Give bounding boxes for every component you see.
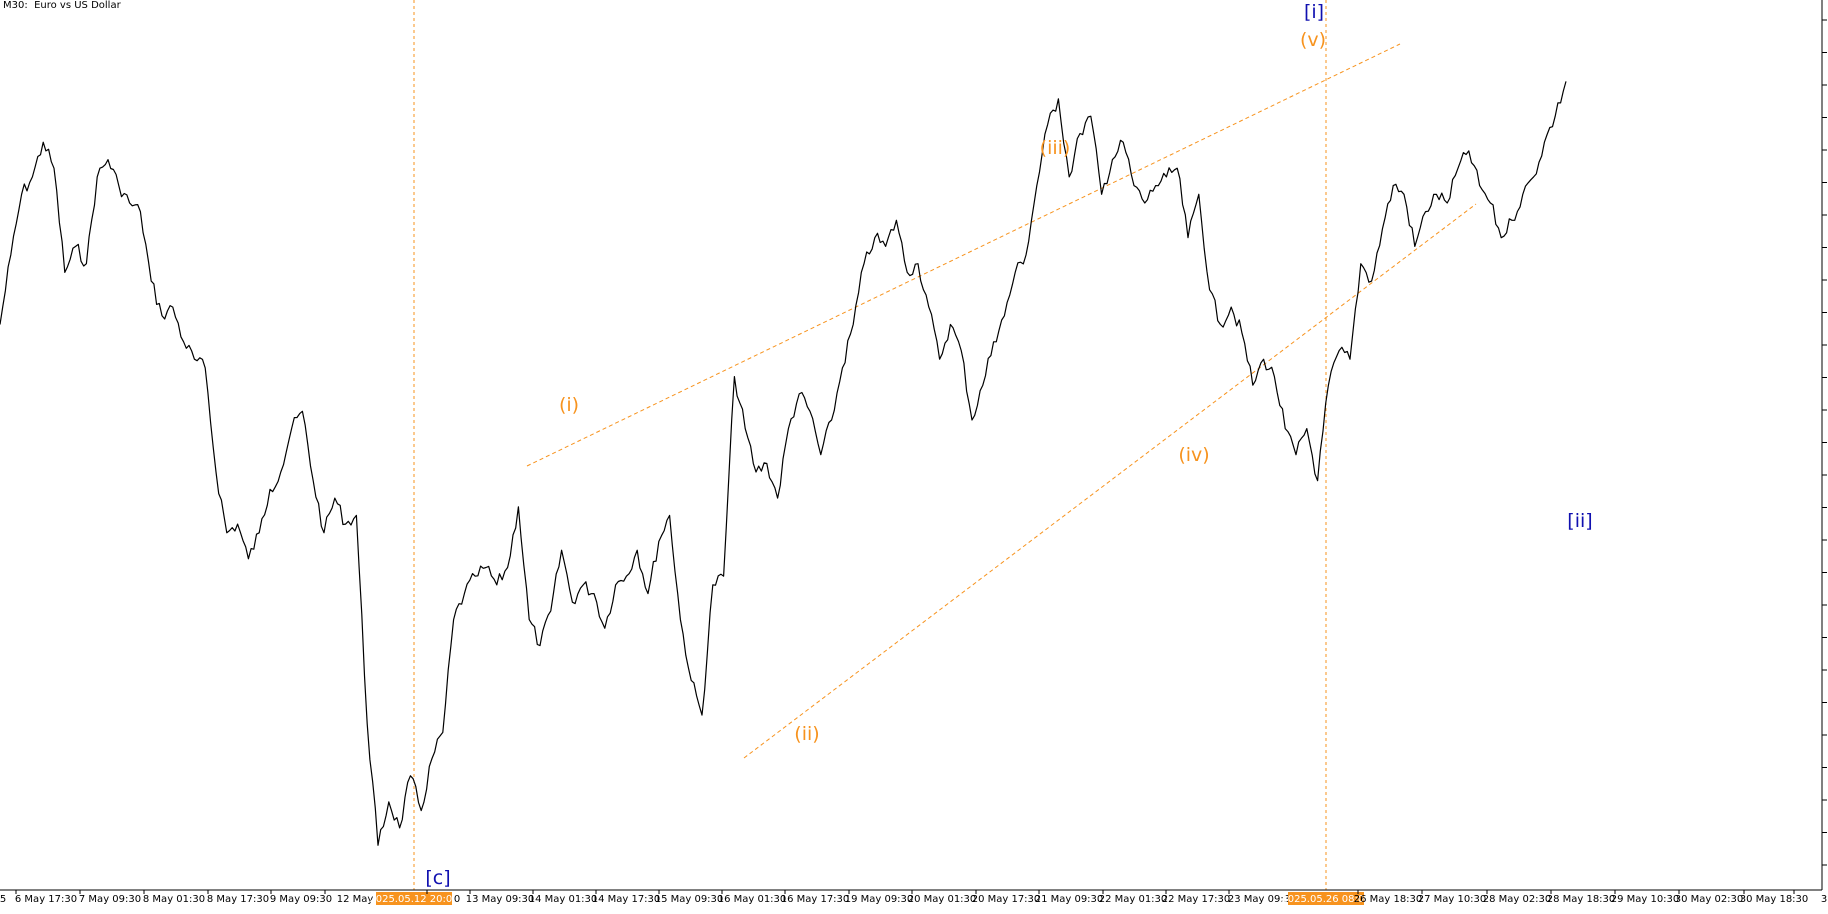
symbol-title: M30: Euro vs US Dollar bbox=[3, 0, 121, 11]
time-axis-label: 19 May 09:30 bbox=[845, 894, 914, 905]
time-axis-label: 16 May 01:30 bbox=[718, 894, 787, 905]
price-line-group bbox=[0, 81, 1567, 846]
time-axis-label: 22 May 01:30 bbox=[1099, 894, 1168, 905]
wave-label: (v) bbox=[1300, 29, 1326, 51]
wave-labels: [c] (i) (ii) (iii) (iv) (v) [i] [ii] bbox=[425, 1, 1592, 889]
time-axis-label: 20 May 01:30 bbox=[908, 894, 977, 905]
time-axis-label: 20 May 17:30 bbox=[972, 894, 1041, 905]
price-line bbox=[0, 81, 1567, 846]
time-axis: 5 6 May 17:30 7 May 09:30 8 May 01:30 8 May … bbox=[0, 889, 1827, 905]
wave-label: (iv) bbox=[1178, 444, 1209, 466]
lower-trend-line bbox=[743, 203, 1477, 759]
time-axis-label: 3 bbox=[1821, 894, 1827, 905]
wave-label: (iii) bbox=[1040, 137, 1071, 159]
time-axis-label: 13 May 09:30 bbox=[466, 894, 535, 905]
time-axis-label: 28 May 02:30 bbox=[1483, 894, 1552, 905]
time-axis-label: 16 May 17:30 bbox=[781, 894, 850, 905]
time-marker-badge bbox=[376, 892, 452, 905]
trend-lines bbox=[526, 43, 1477, 759]
wave-label: [c] bbox=[425, 867, 450, 889]
wave-label: [ii] bbox=[1567, 510, 1592, 532]
time-axis-label: 22 May 17:30 bbox=[1162, 894, 1231, 905]
time-axis-label: 21 May 09:30 bbox=[1035, 894, 1104, 905]
time-axis-label: 30 May 02:30 bbox=[1675, 894, 1744, 905]
time-axis-label: 8 May 01:30 bbox=[143, 894, 205, 905]
time-axis-label: 6 May 17:30 bbox=[15, 894, 77, 905]
wave-label: (ii) bbox=[794, 723, 819, 745]
time-marker-badge bbox=[1288, 892, 1364, 905]
time-axis-label: 29 May 10:30 bbox=[1611, 894, 1680, 905]
time-axis-label: 0 bbox=[454, 894, 460, 905]
upper-trend-line bbox=[526, 43, 1401, 467]
wave-label: (i) bbox=[559, 394, 579, 416]
time-axis-label: 15 May 09:30 bbox=[655, 894, 724, 905]
time-axis-label: 27 May 10:30 bbox=[1418, 894, 1487, 905]
time-axis-label: 5 bbox=[0, 894, 6, 905]
time-axis-label: 14 May 17:30 bbox=[592, 894, 661, 905]
time-axis-label: 12 May bbox=[337, 894, 374, 905]
time-axis-label: 8 May 17:30 bbox=[207, 894, 269, 905]
time-axis-label: 30 May 18:30 bbox=[1740, 894, 1809, 905]
wave-label: [i] bbox=[1304, 1, 1324, 23]
time-axis-label: 9 May 09:30 bbox=[270, 894, 332, 905]
time-marker-label: 2025.05.26 08:00 bbox=[1281, 894, 1370, 905]
vertical-markers bbox=[413, 0, 1327, 890]
time-axis-label: 23 May 09:3 bbox=[1228, 894, 1290, 905]
time-axis-label: 7 May 09:30 bbox=[79, 894, 141, 905]
time-axis-label: 26 May 18:30 bbox=[1354, 894, 1423, 905]
time-axis-label: 28 May 18:30 bbox=[1547, 894, 1616, 905]
time-marker-label: 2025.05.12 20:00 bbox=[369, 894, 458, 905]
time-axis-label: 14 May 01:30 bbox=[529, 894, 598, 905]
price-axis bbox=[1821, 0, 1827, 890]
